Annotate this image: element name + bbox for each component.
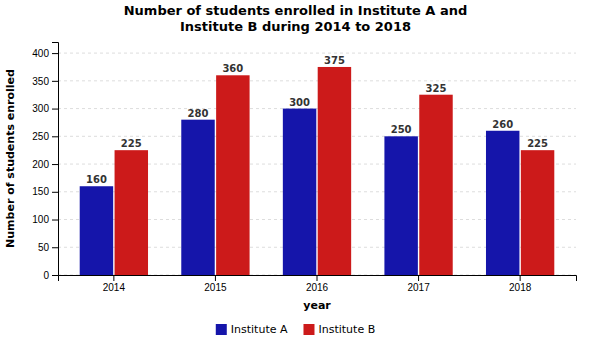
tick-label: 0 xyxy=(43,270,49,281)
data-label: 160 xyxy=(86,174,107,185)
x-axis-title: year xyxy=(303,299,331,312)
data-label: 280 xyxy=(188,108,209,119)
y-tick: 250 xyxy=(32,131,58,142)
title-line: Number of students enrolled in Institute… xyxy=(124,3,468,18)
tick-mark xyxy=(520,275,521,281)
bar xyxy=(115,150,148,275)
tick-label: 300 xyxy=(32,103,49,114)
tick-mark xyxy=(52,192,58,193)
y-tick: 300 xyxy=(32,103,58,114)
tick-mark xyxy=(52,136,58,137)
legend-swatch xyxy=(216,324,227,335)
tick-label: 2018 xyxy=(509,282,532,293)
data-labels: 160 280 300 250 260 225 360 375 325 225 xyxy=(86,55,548,185)
grid xyxy=(58,53,576,275)
legend-item: Institute B xyxy=(303,323,375,336)
bar xyxy=(486,131,519,275)
data-label: 360 xyxy=(222,63,243,74)
axis-domain xyxy=(52,43,59,276)
bar xyxy=(80,186,113,275)
tick-mark xyxy=(52,247,58,248)
legend: Institute A Institute B xyxy=(216,323,375,336)
tick-mark xyxy=(52,109,58,110)
tick-label: 200 xyxy=(32,159,49,170)
legend-swatch xyxy=(303,324,314,335)
data-label: 250 xyxy=(391,124,412,135)
tick-mark xyxy=(52,164,58,165)
y-tick: 150 xyxy=(32,186,58,197)
tick-label: 2017 xyxy=(407,282,430,293)
y-tick: 100 xyxy=(32,214,58,225)
tick-mark xyxy=(52,220,58,221)
y-tick: 50 xyxy=(38,242,58,253)
tick-mark xyxy=(52,275,58,276)
data-label: 325 xyxy=(426,83,447,94)
y-tick: 200 xyxy=(32,159,58,170)
tick-mark xyxy=(418,275,419,281)
y-tick: 350 xyxy=(32,76,58,87)
legend-label: Institute B xyxy=(318,323,375,336)
data-label: 260 xyxy=(492,119,513,130)
grid-line xyxy=(58,108,576,109)
x-axis: 2014 2015 2016 2017 2018 xyxy=(59,275,577,293)
grid-line xyxy=(58,80,576,81)
title: Number of students enrolled in Institute… xyxy=(124,3,468,34)
grid-line xyxy=(58,53,576,54)
bar xyxy=(318,67,351,275)
bar xyxy=(181,120,214,275)
bar xyxy=(521,150,554,275)
y-tick: 0 xyxy=(43,270,58,281)
y-axis: 0 50 100 150 200 250 300 350 400 xyxy=(32,43,58,281)
x-tick: 2016 xyxy=(306,275,329,293)
tick-label: 2014 xyxy=(103,282,126,293)
tick-mark xyxy=(215,275,216,281)
tick-mark xyxy=(113,275,114,281)
tick-mark xyxy=(52,81,58,82)
series xyxy=(80,109,520,275)
legend-item: Institute A xyxy=(216,323,288,336)
bar xyxy=(283,109,316,275)
tick-label: 2015 xyxy=(204,282,227,293)
data-label: 300 xyxy=(289,97,310,108)
tick-label: 250 xyxy=(32,131,49,142)
bar xyxy=(384,136,417,275)
bar xyxy=(216,75,249,275)
x-tick: 2014 xyxy=(103,275,126,293)
series xyxy=(115,67,555,275)
axis-domain xyxy=(59,276,577,282)
plot: 0 50 100 150 200 250 300 350 400 2014 2015 2016 2017… xyxy=(32,43,576,294)
x-tick: 2017 xyxy=(407,275,430,293)
y-tick: 400 xyxy=(32,48,58,59)
tick-label: 50 xyxy=(38,242,50,253)
data-label: 225 xyxy=(527,138,548,149)
tick-label: 100 xyxy=(32,214,49,225)
chart: 0 50 100 150 200 250 300 350 400 2014 2015 2016 2017… xyxy=(0,0,591,341)
x-tick: 2015 xyxy=(204,275,227,293)
title-line: Institute B during 2014 to 2018 xyxy=(180,19,411,34)
legend-label: Institute A xyxy=(231,323,288,336)
bars xyxy=(80,67,555,275)
tick-label: 350 xyxy=(32,76,49,87)
bar xyxy=(419,95,452,275)
data-label: 375 xyxy=(324,55,345,66)
y-axis-title: Number of students enrolled xyxy=(4,69,17,248)
data-label: 225 xyxy=(121,138,142,149)
tick-label: 150 xyxy=(32,186,49,197)
tick-label: 2016 xyxy=(306,282,329,293)
tick-mark xyxy=(317,275,318,281)
x-tick: 2018 xyxy=(509,275,532,293)
tick-label: 400 xyxy=(32,48,49,59)
tick-mark xyxy=(52,53,58,54)
